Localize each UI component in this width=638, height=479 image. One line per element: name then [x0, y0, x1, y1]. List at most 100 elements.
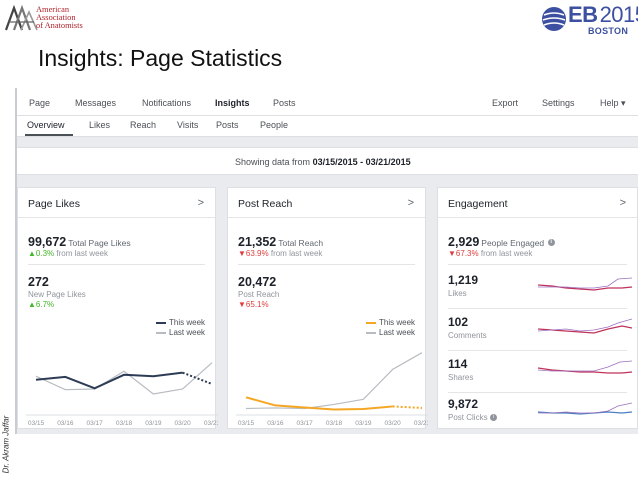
- divider: [448, 350, 627, 351]
- engagement-label: Comments: [448, 331, 487, 340]
- total-reach: 21,352 Total Reach: [238, 235, 324, 249]
- series-line-last-week: [35, 362, 213, 395]
- series-line-this-week-partial: [182, 371, 213, 385]
- series-line-this-week: [35, 371, 183, 390]
- divider: [448, 264, 627, 265]
- legend-this-week: This week: [366, 318, 415, 327]
- engagement-value: 102: [448, 315, 469, 329]
- date-range-bar: Showing data from 03/15/2015 - 03/21/201…: [17, 147, 638, 175]
- total-page-likes-change: ▲0.3% from last week: [28, 249, 108, 258]
- info-icon[interactable]: i: [489, 414, 497, 422]
- subtab-visits[interactable]: Visits: [177, 120, 199, 130]
- card-title: Engagement: [448, 198, 508, 210]
- people-engaged: 2,929 People Engaged i: [448, 235, 555, 249]
- series-line-last-week: [245, 352, 423, 410]
- subtab-likes[interactable]: Likes: [89, 120, 111, 130]
- new-page-likes-label: New Page Likes: [28, 290, 86, 299]
- comments-sparkline: [538, 318, 632, 334]
- engagement-value: 1,219: [448, 273, 479, 287]
- export-button[interactable]: Export: [492, 98, 519, 108]
- post-clicks-sparkline: [538, 402, 632, 415]
- eb-logo-text: EB2015: [568, 2, 638, 27]
- tab-posts[interactable]: Posts: [273, 98, 296, 108]
- divider: [448, 308, 627, 309]
- legend-this-week: This week: [156, 318, 205, 327]
- post-reach-card-header[interactable]: Post Reach >: [228, 188, 425, 218]
- tab-page[interactable]: Page: [29, 98, 51, 108]
- x-tick-label: 03/15: [28, 420, 45, 427]
- subtab-people[interactable]: People: [260, 120, 289, 130]
- eb-logo-city: BOSTON: [588, 26, 629, 36]
- post-reach-card: Post Reach > 21,352 Total Reach ▼63.9% fr…: [227, 187, 428, 429]
- total-reach-change: ▼63.9% from last week: [238, 249, 323, 258]
- legend-last-week: Last week: [156, 328, 205, 337]
- x-tick-label: 03/15: [238, 420, 255, 427]
- page-likes-chart: 03/15 03/16 03/17 03/18 03/19 03/20 03/21: [26, 362, 218, 427]
- post-reach-label: Post Reach: [238, 290, 280, 299]
- chevron-right-icon[interactable]: >: [619, 197, 626, 209]
- x-tick-label: 03/17: [297, 420, 314, 427]
- engagement-card: Engagement > 2,929 People Engaged i ▼67.3…: [437, 187, 638, 429]
- x-tick-label: 03/20: [385, 420, 402, 427]
- x-tick-label: 03/16: [57, 420, 74, 427]
- globe-icon: [542, 7, 566, 31]
- x-tick-label: 03/21: [414, 420, 428, 427]
- chevron-right-icon[interactable]: >: [407, 197, 414, 209]
- eb-2015-logo: EB2015 BOSTON: [540, 2, 638, 37]
- page-likes-card-header[interactable]: Page Likes >: [18, 188, 215, 218]
- total-page-likes: 99,672 Total Page Likes: [28, 235, 131, 249]
- tab-messages[interactable]: Messages: [75, 98, 117, 108]
- x-tick-label: 03/19: [145, 420, 162, 427]
- settings-button[interactable]: Settings: [542, 98, 575, 108]
- shares-sparkline: [538, 360, 632, 374]
- help-button[interactable]: Help ▾: [600, 98, 626, 108]
- engagement-row-post-clicks: 9,872 Post Clicks i: [438, 397, 637, 434]
- aaa-logo: American Association of Anatomists: [4, 4, 114, 32]
- x-tick-label: 03/18: [326, 420, 343, 427]
- insights-screenshot: Page Messages Notifications Insights Pos…: [15, 88, 638, 434]
- active-tab-indicator: [25, 134, 73, 136]
- card-title: Post Reach: [238, 198, 293, 210]
- engagement-value: 114: [448, 357, 468, 371]
- date-range-text: Showing data from 03/15/2015 - 03/21/201…: [235, 157, 411, 167]
- engagement-label: Shares: [448, 373, 474, 382]
- series-line-this-week-partial: [392, 405, 423, 409]
- engagement-label: Likes: [448, 289, 467, 298]
- engagement-card-header[interactable]: Engagement >: [438, 188, 637, 218]
- card-title: Page Likes: [28, 198, 80, 210]
- x-tick-label: 03/17: [87, 420, 104, 427]
- subtab-posts[interactable]: Posts: [216, 120, 239, 130]
- post-reach-value: 20,472: [238, 275, 277, 289]
- insights-sub-nav: Overview Likes Reach Visits Posts People: [17, 116, 638, 137]
- new-page-likes-value: 272: [28, 275, 49, 289]
- divider: [448, 392, 627, 393]
- divider: [28, 264, 205, 265]
- x-tick-label: 03/18: [116, 420, 133, 427]
- engagement-row-comments: 102 Comments: [438, 315, 637, 355]
- x-tick-label: 03/20: [175, 420, 192, 427]
- engagement-value: 9,872: [448, 397, 479, 411]
- x-tick-label: 03/16: [267, 420, 284, 427]
- page-top-nav: Page Messages Notifications Insights Pos…: [17, 88, 638, 116]
- tab-insights[interactable]: Insights: [215, 98, 250, 108]
- subtab-reach[interactable]: Reach: [130, 120, 157, 130]
- engagement-label: Post Clicks i: [448, 413, 497, 422]
- info-icon[interactable]: i: [547, 239, 555, 247]
- legend-last-week: Last week: [366, 328, 415, 337]
- people-engaged-change: ▼67.3% from last week: [448, 249, 533, 258]
- aaa-logo-mark-icon: [4, 4, 38, 31]
- post-reach-change: ▼65.1%: [238, 300, 269, 309]
- subtab-overview[interactable]: Overview: [27, 120, 65, 130]
- engagement-row-shares: 114 Shares: [438, 357, 637, 397]
- slide-title: Insights: Page Statistics: [38, 45, 283, 71]
- page-likes-card: Page Likes > 99,672 Total Page Likes ▲0.3…: [17, 187, 218, 429]
- chevron-right-icon[interactable]: >: [197, 197, 204, 209]
- divider: [238, 264, 415, 265]
- post-reach-chart: 03/15 03/16 03/17 03/18 03/19 03/20 03/21: [236, 352, 428, 427]
- series-line-this-week: [245, 396, 393, 411]
- tab-notifications[interactable]: Notifications: [142, 98, 192, 108]
- x-tick-label: 03/21: [204, 420, 218, 427]
- author-credit: Dr. Akram Jaffar: [1, 415, 11, 474]
- engagement-row-likes: 1,219 Likes: [438, 273, 637, 313]
